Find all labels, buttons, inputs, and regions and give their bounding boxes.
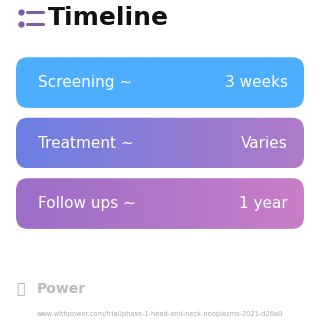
Text: 3 weeks: 3 weeks: [225, 75, 288, 90]
Text: www.withpower.com/trial/phase-1-head-and-neck-neoplasms-2021-d26a0: www.withpower.com/trial/phase-1-head-and…: [37, 311, 283, 317]
Text: Screening ~: Screening ~: [38, 75, 132, 90]
Text: Follow ups ~: Follow ups ~: [38, 196, 136, 211]
Text: Varies: Varies: [241, 136, 288, 150]
Text: ൔ: ൔ: [16, 283, 24, 296]
Text: Power: Power: [37, 283, 86, 296]
Text: 1 year: 1 year: [239, 196, 288, 211]
Text: Treatment ~: Treatment ~: [38, 136, 134, 150]
Text: Timeline: Timeline: [48, 6, 169, 30]
